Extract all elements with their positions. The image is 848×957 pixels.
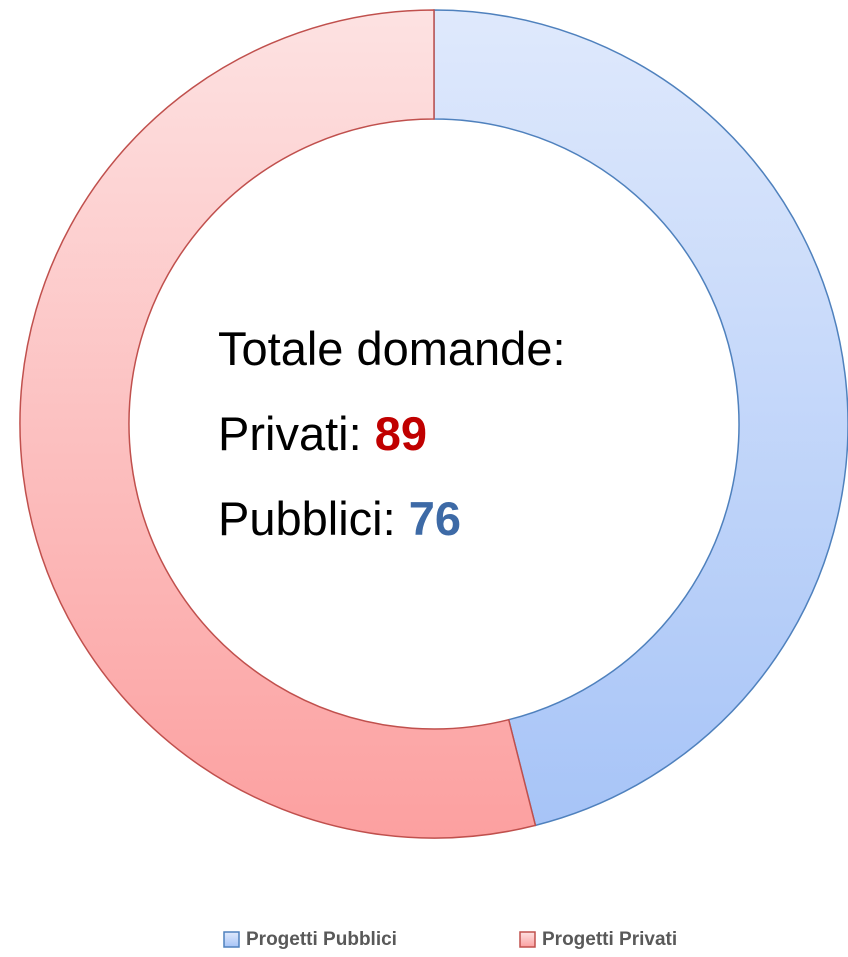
legend-label: Progetti Pubblici bbox=[246, 929, 397, 950]
center-line: Privati: 89 bbox=[218, 407, 427, 460]
donut-segment bbox=[19, 9, 537, 839]
center-value: 76 bbox=[409, 492, 461, 545]
legend-swatch bbox=[519, 931, 536, 948]
legend-swatch bbox=[223, 931, 240, 948]
legend: Progetti Pubblici Progetti Privati bbox=[223, 929, 677, 950]
donut bbox=[19, 9, 848, 839]
center-line: Pubblici: 76 bbox=[218, 492, 461, 545]
legend-label: Progetti Privati bbox=[542, 929, 677, 950]
center-label: Pubblici: bbox=[218, 492, 396, 545]
donut-segment bbox=[433, 9, 848, 827]
center-value: 89 bbox=[375, 407, 427, 460]
center-title: Totale domande: bbox=[218, 322, 566, 375]
center-label: Privati: bbox=[218, 407, 362, 460]
